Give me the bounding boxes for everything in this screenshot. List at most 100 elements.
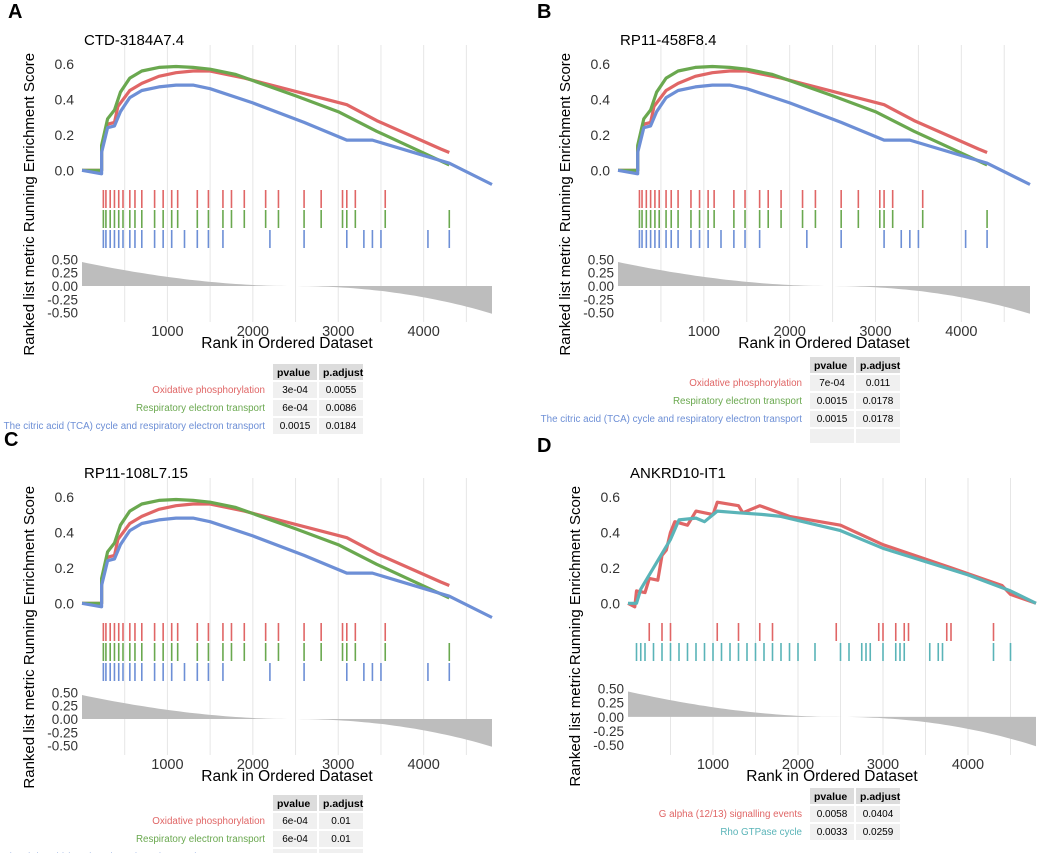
- panel-c: C RP11-108L7.15 0.0 0.2 0.4 0.6 Running Enrich…: [4, 429, 493, 853]
- x-tick-label: 4000: [945, 324, 977, 340]
- table-cell-bg: [810, 824, 854, 840]
- ranked-metric-area: [618, 262, 1030, 314]
- table-row-name: The citric acid (TCA) cycle and respirat…: [541, 414, 803, 425]
- table-cell-bg: [319, 813, 363, 829]
- table-padjust: 0.0259: [863, 827, 894, 838]
- table-row-name: Respiratory electron transport: [136, 403, 265, 414]
- rank-tick-label: 0.50: [52, 252, 78, 267]
- table-cell-bg: [273, 382, 317, 398]
- panel-label: D: [537, 435, 551, 457]
- table-cell-bg: [319, 418, 363, 434]
- table-cell-bg: [273, 813, 317, 829]
- table-padjust: 0.01: [331, 834, 351, 845]
- es-line-3: [81, 516, 493, 619]
- table-cell-bg: [273, 849, 317, 853]
- table-cell-bg: [319, 400, 363, 416]
- table-cell-bg: [856, 411, 900, 427]
- y-axis-label-top: Running Enrichment Score: [21, 53, 38, 232]
- table-pvalue: 6e-04: [282, 403, 308, 414]
- table-padjust: 0.0404: [863, 809, 894, 820]
- table-header-pvalue: pvalue: [277, 367, 310, 379]
- y-axis-label-bottom: Ranked list metric: [557, 236, 574, 356]
- table-row-name: G alpha (12/13) signalling events: [659, 809, 802, 820]
- x-axis-label: Rank in Ordered Dataset: [746, 768, 918, 785]
- x-tick-label: 4000: [952, 757, 984, 773]
- y-axis-label-top: Running Enrichment Score: [567, 486, 584, 665]
- chart-title: ANKRD10-IT1: [630, 465, 726, 482]
- es-tick-label: 0.2: [591, 127, 611, 143]
- x-axis-label: Rank in Ordered Dataset: [738, 335, 910, 352]
- ranked-metric-area: [628, 691, 1036, 747]
- panel-label: A: [8, 1, 22, 23]
- x-tick-label: 2000: [237, 324, 269, 340]
- table-header-pvalue: pvalue: [277, 798, 310, 810]
- table-cell-bg: [810, 411, 854, 427]
- table-cell-bg: [810, 806, 854, 822]
- table-padjust: 0.0086: [326, 403, 357, 414]
- y-axis-label-bottom: Ranked list metric: [567, 667, 584, 787]
- rank-tick-label: -0.50: [47, 739, 78, 754]
- table-header-pvalue: pvalue: [814, 360, 847, 372]
- x-tick-label: 1000: [688, 324, 720, 340]
- table-pvalue: 7e-04: [819, 378, 845, 389]
- table-header-cell: [810, 788, 854, 804]
- table-header-cell: [319, 795, 363, 811]
- es-line-3: [81, 83, 493, 186]
- table-row-name: Respiratory electron transport: [673, 396, 802, 407]
- rank-tick-label: 0.25: [588, 266, 614, 281]
- table-cell-bg: [856, 806, 900, 822]
- table-padjust: 0.0184: [326, 421, 357, 432]
- table-cell-bg: [273, 831, 317, 847]
- chart-title: CTD-3184A7.4: [84, 32, 184, 49]
- table-cell-bg: [273, 418, 317, 434]
- stats-table: pvalue p.adjust G alpha (12/13) signalling…: [659, 788, 901, 840]
- rank-tick-label: 0.25: [598, 696, 624, 711]
- rank-tick-label: -0.25: [47, 292, 78, 307]
- panel-label: B: [537, 1, 551, 23]
- table-empty-cell: [810, 429, 854, 443]
- table-empty-cell: [856, 429, 900, 443]
- y-axis-label-top: Running Enrichment Score: [21, 486, 38, 665]
- x-tick-label: 1000: [697, 757, 729, 773]
- panel-d: D ANKRD10-IT1 0.0 0.2 0.4 0.6 Running Enrichme…: [537, 435, 1037, 840]
- table-pvalue: 0.0015: [817, 414, 848, 425]
- table-cell-bg: [810, 375, 854, 391]
- table-cell-bg: [273, 400, 317, 416]
- x-tick-label: 3000: [859, 324, 891, 340]
- x-tick-label: 2000: [774, 324, 806, 340]
- table-padjust: 0.0178: [863, 396, 894, 407]
- table-header-cell: [319, 364, 363, 380]
- es-tick-label: 0.6: [55, 56, 75, 72]
- x-axis-label: Rank in Ordered Dataset: [201, 335, 373, 352]
- es-line-2: [628, 509, 1037, 605]
- es-tick-label: 0.0: [55, 595, 75, 611]
- table-row-name: Rho GTPase cycle: [720, 827, 802, 838]
- es-line-2: [618, 64, 988, 172]
- table-header-cell: [810, 357, 854, 373]
- table-header-pvalue: pvalue: [814, 791, 847, 803]
- table-header-padjust: p.adjust: [860, 791, 901, 803]
- x-tick-label: 2000: [782, 757, 814, 773]
- x-tick-label: 3000: [867, 757, 899, 773]
- rank-tick-label: 0.00: [588, 279, 614, 294]
- x-tick-label: 1000: [151, 757, 183, 773]
- rank-tick-label: -0.50: [47, 306, 78, 321]
- table-header-cell: [856, 788, 900, 804]
- rank-tick-label: -0.50: [583, 306, 614, 321]
- table-pvalue: 3e-04: [282, 385, 308, 396]
- table-row-name: The citric acid (TCA) cycle and respirat…: [4, 421, 266, 432]
- table-pvalue: 6e-04: [282, 816, 308, 827]
- rank-tick-label: 0.50: [588, 252, 614, 267]
- table-row-name: Oxidative phosphorylation: [152, 385, 265, 396]
- es-tick-label: 0.2: [55, 127, 75, 143]
- stats-table: pvalue p.adjust Oxidative phosphorylation 6…: [4, 795, 364, 853]
- table-cell-bg: [319, 849, 363, 853]
- table-row-name: Respiratory electron transport: [136, 834, 265, 845]
- rank-tick-label: 0.00: [52, 712, 78, 727]
- table-padjust: 0.011: [866, 378, 891, 389]
- table-padjust: 0.0178: [863, 414, 894, 425]
- es-line-2: [82, 64, 450, 172]
- rank-tick-label: -0.25: [47, 725, 78, 740]
- table-cell-bg: [810, 393, 854, 409]
